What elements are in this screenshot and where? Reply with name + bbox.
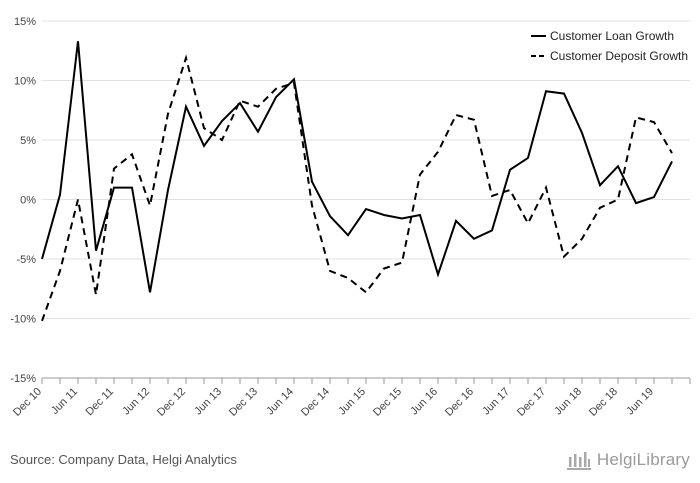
y-axis-ticks: -15% -10% -5% 0% 5% 10% 15% <box>10 16 36 385</box>
x-tick-label: Dec 17 <box>515 386 548 419</box>
helgi-library-logo: HelgiLibrary <box>566 446 690 474</box>
x-tick-label: Jun 15 <box>336 386 368 418</box>
x-tick-label: Jun 18 <box>552 386 584 418</box>
x-tick-label: Jun 13 <box>192 386 224 418</box>
legend-label: Customer Deposit Growth <box>550 49 688 63</box>
x-tick-label: Dec 16 <box>443 386 476 419</box>
library-building-icon <box>566 452 591 470</box>
x-tick-label: Dec 10 <box>11 386 44 419</box>
x-tick-label: Jun 17 <box>480 386 512 418</box>
x-tick-label: Dec 11 <box>84 386 117 419</box>
y-tick-label: 15% <box>14 16 36 28</box>
y-tick-label: -15% <box>10 373 36 385</box>
line-chart: -15% -10% -5% 0% 5% 10% 15% Dec 10 Jun 11 Dec 11… <box>10 16 691 419</box>
source-note: Source: Company Data, Helgi Analytics <box>10 452 237 467</box>
x-tick-label: Jun 12 <box>120 386 152 418</box>
footer: Source: Company Data, Helgi Analytics He… <box>0 438 700 483</box>
y-tick-label: 5% <box>20 135 36 147</box>
gridlines <box>42 20 690 319</box>
legend: Customer Loan Growth Customer Deposit Gro… <box>531 29 688 63</box>
y-tick-label: 10% <box>14 76 36 88</box>
y-tick-label: -10% <box>10 314 36 326</box>
y-tick-label: -5% <box>16 254 36 266</box>
x-tick-label: Jun 11 <box>49 386 80 417</box>
y-tick-label: 0% <box>20 195 36 207</box>
series-line-customer-loan-growth <box>41 41 673 293</box>
x-axis: Dec 10 Jun 11 Dec 11 Jun 12 Dec 12 Jun 13 Dec … <box>11 377 691 419</box>
x-tick-label: Jun 14 <box>264 386 296 418</box>
x-tick-label: Dec 13 <box>227 386 260 419</box>
logo-text: HelgiLibrary <box>596 450 690 469</box>
series-lines <box>41 41 673 322</box>
series-line-customer-deposit-growth <box>41 54 673 322</box>
x-tick-label: Jun 16 <box>408 386 440 418</box>
x-tick-label: Dec 12 <box>155 386 188 419</box>
x-tick-label: Jun 19 <box>624 386 656 418</box>
x-tick-label: Dec 14 <box>299 386 332 419</box>
x-tick-label: Dec 15 <box>371 386 404 419</box>
legend-label: Customer Loan Growth <box>550 29 674 43</box>
x-tick-label: Dec 18 <box>587 386 620 419</box>
